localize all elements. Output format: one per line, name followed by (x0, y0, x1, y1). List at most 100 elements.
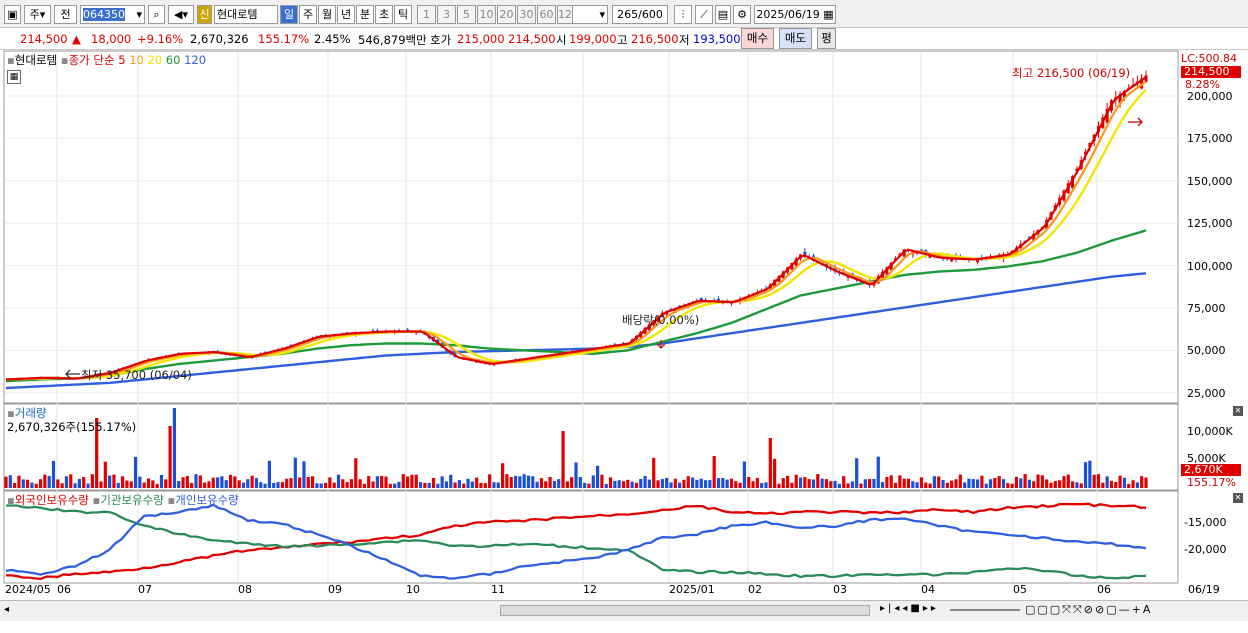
candle (1084, 151, 1088, 155)
volume-bar (86, 483, 90, 488)
volume-bar (539, 478, 544, 488)
tool-icons[interactable]: ▢▢▢⤧⤧⊘⊘▢—+A (1025, 603, 1153, 616)
volume-bar (509, 477, 513, 488)
tick-5[interactable]: 5 (457, 5, 476, 24)
volume-bar (263, 483, 267, 488)
scrollbar[interactable]: ◂ ▸|◂◂■▸▸ ▢▢▢⤧⤧⊘⊘▢—+A (0, 600, 1248, 621)
xaxis-label: 05 (1013, 583, 1027, 596)
volume-tag: 2,670K (1181, 464, 1241, 476)
volume-bar (785, 475, 790, 488)
prev-button[interactable]: 전 (54, 5, 77, 24)
tick-20[interactable]: 20 (497, 5, 516, 24)
volume-bar (172, 408, 177, 488)
volume-bar (937, 476, 941, 488)
volume-bar (816, 474, 820, 488)
up-arrow-icon: ▲ (72, 32, 81, 46)
market-select[interactable]: 주▾ (24, 5, 51, 24)
xaxis-label: 06 (57, 583, 71, 596)
date-field[interactable]: 2025/06/19 ▦ (754, 5, 836, 24)
close-icon[interactable]: ✕ (1233, 493, 1243, 503)
scroll-left-icon[interactable]: ◂ (4, 604, 10, 615)
volume-bar (980, 475, 984, 488)
volume-bar (371, 481, 375, 488)
volume-bar (1088, 460, 1092, 488)
volume-bar (634, 482, 639, 488)
min-arrow-icon (65, 369, 80, 379)
tick-1[interactable]: 1 (417, 5, 436, 24)
zoom-slider[interactable] (950, 609, 1020, 611)
volume-bar (617, 480, 621, 488)
volume-bar (725, 479, 729, 488)
volume-bar (90, 474, 94, 488)
volume-bar (911, 481, 915, 488)
period-4[interactable]: 분 (356, 5, 374, 24)
period-2[interactable]: 월 (318, 5, 336, 24)
volume-bar (56, 479, 60, 488)
volume-bar (60, 483, 64, 488)
period-5[interactable]: 초 (375, 5, 393, 24)
volume-bar (660, 479, 664, 488)
volume-bar (1066, 474, 1070, 488)
volume-bar (1058, 480, 1062, 488)
price-ytick: 175,000 (1187, 132, 1233, 146)
volume-bar (893, 482, 898, 488)
volume-bar (272, 482, 276, 488)
volume-bar (552, 480, 557, 488)
gear-icon[interactable]: ⚙ (733, 5, 751, 24)
tick-10[interactable]: 10 (477, 5, 496, 24)
volume-bar (220, 476, 224, 488)
chart-area[interactable] (0, 50, 1248, 633)
date-value: 2025/06/19 (756, 8, 820, 21)
volume-bar (794, 474, 798, 488)
min-annotation: 최저 35,700 (06/04) (81, 368, 192, 382)
volume-bar (505, 474, 509, 488)
volume-bar (146, 478, 151, 488)
volume-bar (777, 483, 781, 488)
period-1[interactable]: 주 (299, 5, 317, 24)
hold-ytick: -15,000 (1184, 516, 1227, 529)
candle-icon[interactable]: ⫶ (674, 5, 692, 24)
interval-select[interactable]: ▾ (572, 5, 608, 24)
volume-bar (302, 461, 306, 488)
volume-bar (388, 483, 392, 488)
volume-bar (820, 478, 824, 488)
tick-30[interactable]: 30 (517, 5, 536, 24)
ma120-line (5, 272, 1147, 390)
price-ytick: 125,000 (1187, 217, 1233, 231)
volume-bar (13, 482, 17, 488)
tick-3[interactable]: 3 (437, 5, 456, 24)
draw-icon[interactable]: ⟋ (695, 5, 713, 24)
save-icon[interactable]: ▤ (715, 5, 731, 24)
volume-bar (678, 482, 682, 488)
period-3[interactable]: 년 (337, 5, 355, 24)
volume-bar (298, 477, 302, 488)
volume-bar (431, 477, 436, 488)
calculator-icon[interactable]: ▦ (7, 70, 21, 84)
volume-bar (885, 477, 889, 488)
volume-bar (535, 481, 539, 488)
volume-bar (975, 479, 980, 488)
period-6[interactable]: 틱 (394, 5, 412, 24)
volume-bar (470, 481, 474, 488)
ma-legend-60: 60 (162, 53, 181, 67)
count-field[interactable]: 265/600 (612, 5, 668, 24)
period-0[interactable]: 일 (280, 5, 298, 24)
code-input[interactable]: 064350 ▾ (80, 5, 145, 24)
ma5-line (5, 76, 1147, 381)
close-icon[interactable]: ✕ (1233, 406, 1243, 416)
xaxis-label: 03 (833, 583, 847, 596)
volume-bar (880, 482, 885, 488)
eval-button[interactable]: 평 (817, 28, 836, 49)
volume-bar (924, 482, 928, 488)
nav-controls[interactable]: ▸|◂◂■▸▸ (880, 603, 939, 614)
candle (1075, 168, 1079, 172)
sell-button[interactable]: 매도 (779, 28, 812, 49)
speaker-icon[interactable]: ◀▾ (168, 5, 194, 24)
buy-button[interactable]: 매수 (741, 28, 774, 49)
search-icon[interactable]: ⌕ (148, 5, 165, 24)
volume-bar (626, 479, 630, 488)
scroll-thumb[interactable] (500, 605, 870, 616)
volume-bar (440, 476, 444, 488)
tick-60[interactable]: 60 (537, 5, 556, 24)
window-icon[interactable]: ▣ (4, 5, 21, 24)
